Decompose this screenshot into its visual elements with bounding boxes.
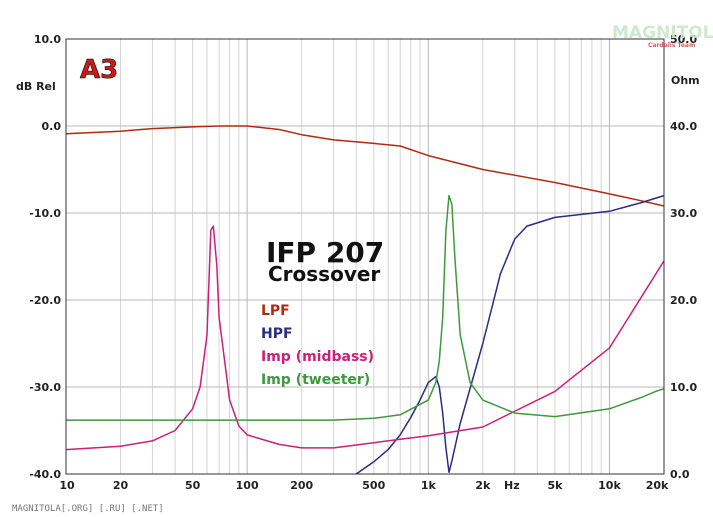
x-tick-label: 20k (646, 479, 669, 492)
x-unit-label: Hz (504, 479, 520, 492)
legend: LPF HPF Imp (midbass) Imp (tweeter) (261, 303, 374, 388)
y-left-label: dB Rel (16, 80, 56, 93)
series-lines (65, 125, 665, 475)
badge-a3: A3 (80, 55, 118, 85)
x-tick-label: 200 (290, 479, 313, 492)
x-tick-label: 50 (185, 479, 201, 492)
x-tick-label: 10k (598, 479, 621, 492)
series-line-imp-tweeter (66, 194, 665, 421)
series-line-hpf (355, 194, 665, 475)
legend-entry-imp-midbass: Imp (midbass) (261, 349, 374, 365)
y-left-tick-label: -10.0 (29, 207, 61, 220)
series-line-lpf (65, 125, 665, 207)
y-right-tick-label: 20.0 (670, 294, 697, 307)
x-tick-label: 2k (475, 479, 491, 492)
plot-frame (65, 38, 665, 475)
y-left-tick-label: -40.0 (29, 468, 61, 481)
y-right-tick-label: 40.0 (670, 120, 697, 133)
legend-entry-lpf: LPF (261, 303, 290, 319)
x-tick-label: 20 (113, 479, 129, 492)
watermark-sub: Cardalis Team (648, 42, 695, 49)
y-right-tick-label: 50.0 (670, 33, 697, 46)
y-left-tick-label: -20.0 (29, 294, 61, 307)
x-tick-label: 1k (421, 479, 437, 492)
chart-title: IFP 207 (266, 236, 384, 269)
watermark-logo: MAGNITOLA (612, 23, 713, 43)
x-tick-label: 500 (362, 479, 385, 492)
y-left-tick-label: 10.0 (34, 33, 61, 46)
x-tick-label: 100 (236, 479, 259, 492)
y-right-tick-label: 0.0 (670, 468, 690, 481)
y-right-tick-label: 10.0 (670, 381, 697, 394)
x-tick-label: 5k (547, 479, 563, 492)
tick-labels: 10 20 50 100 200 500 1k 2k 5k 10k 20k 10.0 0.0 -10.0 -… (29, 33, 697, 492)
x-tick-label: 10 (59, 479, 75, 492)
series-line-imp-midbass (65, 225, 665, 451)
footer-text: MAGNITOLA[.ORG] [.RU] [.NET] (12, 504, 164, 514)
y-left-tick-label: 0.0 (42, 120, 62, 133)
y-right-tick-label: 30.0 (670, 207, 697, 220)
chart-subtitle: Crossover (268, 262, 380, 286)
legend-entry-imp-tweeter: Imp (tweeter) (261, 372, 370, 388)
y-left-tick-label: -30.0 (29, 381, 61, 394)
y-right-label: Ohm (671, 74, 700, 87)
legend-entry-hpf: HPF (261, 326, 293, 342)
